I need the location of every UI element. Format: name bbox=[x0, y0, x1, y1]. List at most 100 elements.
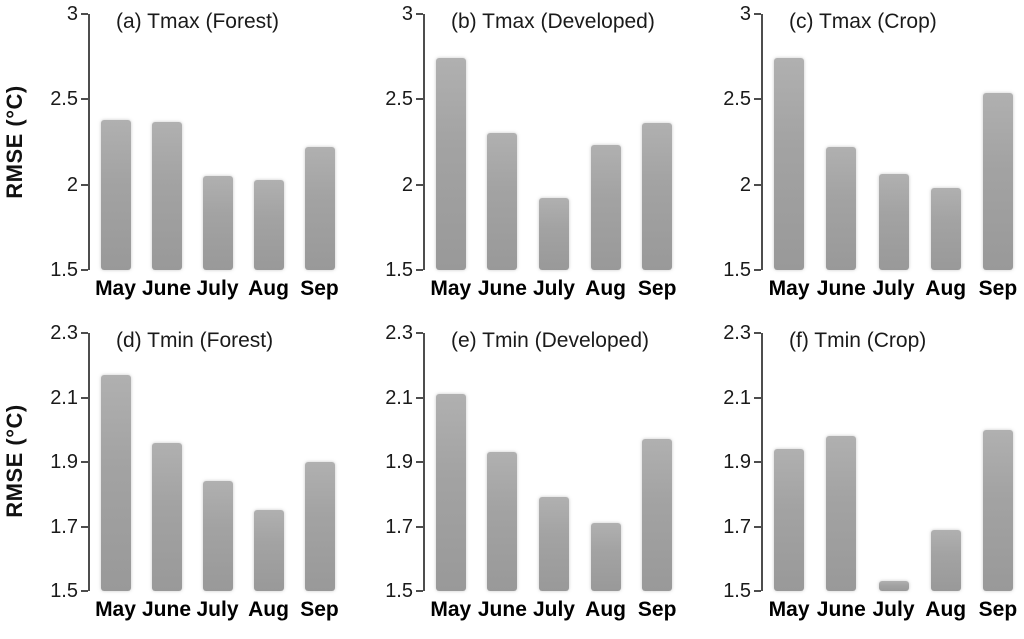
y-tick-mark bbox=[81, 269, 88, 271]
bar-slot-june bbox=[815, 14, 867, 270]
bar-aug bbox=[590, 145, 621, 270]
y-tick-label: 1.5 bbox=[385, 580, 413, 602]
y-axis-line bbox=[88, 333, 90, 591]
bar-sep bbox=[304, 462, 335, 591]
bar-july bbox=[538, 198, 569, 270]
x-axis-labels: May June July Aug Sep bbox=[90, 270, 345, 301]
bar-june bbox=[826, 147, 857, 270]
bar-slot-may bbox=[90, 14, 141, 270]
y-tick-label: 2.5 bbox=[385, 88, 413, 111]
y-tick-mark bbox=[754, 98, 761, 101]
plot-area: 2.3 2.1 1.9 1.7 1.5 (e) Tmin (Developed) bbox=[385, 323, 683, 601]
bar-may bbox=[435, 394, 466, 591]
y-tick-mark bbox=[416, 396, 423, 399]
x-tick-label-aug: Aug bbox=[585, 598, 626, 621]
bar-slot-may bbox=[763, 14, 815, 270]
bar-aug bbox=[590, 523, 621, 591]
plot-column: 3 2.5 2 1.5 (a) Tmax (Forest) May June July Aug S… bbox=[50, 4, 345, 319]
bar-slot-sep bbox=[631, 14, 683, 270]
y-tick-label: 2.5 bbox=[723, 88, 751, 111]
x-tick-label-may: May bbox=[95, 277, 136, 300]
bar-aug bbox=[930, 529, 961, 591]
x-tick-label-july: July bbox=[196, 598, 239, 621]
bar-slot-july bbox=[528, 14, 580, 270]
panel-title: (f) Tmin (Crop) bbox=[789, 329, 927, 352]
y-tick-label: 1.5 bbox=[50, 259, 78, 281]
bar-slot-sep bbox=[972, 333, 1024, 591]
y-tick-label: 2 bbox=[66, 173, 78, 196]
panel-title: (a) Tmax (Forest) bbox=[116, 10, 279, 33]
bar-slot-july bbox=[528, 333, 580, 591]
x-tick-label-july: July bbox=[872, 277, 915, 300]
plot-column: 2.3 2.1 1.9 1.7 1.5 (e) Tmin (Developed) May Ju… bbox=[385, 323, 683, 639]
x-tick-label-sep: Sep bbox=[978, 277, 1018, 300]
chart-panel-c: 3 2.5 2 1.5 (c) Tmax (Crop) May June July Aug Sep bbox=[683, 0, 1024, 319]
y-tick-mark bbox=[754, 269, 761, 271]
x-axis-labels: May June July Aug Sep bbox=[425, 591, 683, 622]
bar-slot-aug bbox=[580, 333, 632, 591]
y-tick-label: 1.7 bbox=[385, 515, 413, 538]
y-tick-mark bbox=[416, 13, 423, 15]
x-tick-label-july: July bbox=[532, 277, 575, 300]
chart-panel-f: 2.3 2.1 1.9 1.7 1.5 (f) Tmin (Crop) May June Jul… bbox=[683, 319, 1024, 639]
bar-sep bbox=[642, 123, 673, 270]
bar-sep bbox=[642, 439, 673, 591]
bar-slot-may bbox=[425, 14, 477, 270]
y-tick-label: 1.9 bbox=[50, 451, 78, 473]
y-axis-line bbox=[88, 14, 90, 270]
y-axis-label-column: RMSE (°C) bbox=[0, 333, 30, 639]
bar-slot-may bbox=[90, 333, 141, 591]
bar-june bbox=[487, 133, 518, 270]
x-tick-label-may: May bbox=[768, 598, 810, 621]
x-axis-labels: May June July Aug Sep bbox=[763, 591, 1024, 622]
bar-aug bbox=[253, 510, 284, 591]
y-tick-label: 1.9 bbox=[723, 451, 751, 473]
y-tick-mark bbox=[416, 461, 423, 463]
y-tick-label: 2 bbox=[739, 173, 751, 196]
plot-area: 2.3 2.1 1.9 1.7 1.5 (f) Tmin (Crop) bbox=[723, 323, 1024, 601]
bar-slot-aug bbox=[243, 333, 294, 591]
y-tick-label: 3 bbox=[66, 3, 78, 25]
y-tick-label: 1.7 bbox=[50, 515, 78, 538]
y-tick-mark bbox=[754, 461, 761, 463]
plot-column: 3 2.5 2 1.5 (b) Tmax (Developed) May June July A… bbox=[385, 4, 683, 319]
y-tick-mark bbox=[416, 269, 423, 271]
x-tick-label-sep: Sep bbox=[300, 277, 339, 300]
y-tick-mark bbox=[416, 590, 423, 592]
y-tick-mark bbox=[81, 183, 88, 186]
x-tick-label-june: June bbox=[477, 277, 527, 300]
y-tick-label: 1.5 bbox=[385, 259, 413, 281]
y-tick-label: 1.5 bbox=[723, 259, 751, 281]
y-tick-label: 2.3 bbox=[723, 322, 751, 344]
y-axis-line bbox=[423, 14, 425, 270]
x-tick-label-may: May bbox=[430, 277, 472, 300]
x-tick-label-aug: Aug bbox=[585, 277, 626, 300]
panel-title: (b) Tmax (Developed) bbox=[451, 10, 655, 33]
y-tick-mark bbox=[81, 332, 88, 334]
y-tick-label: 1.7 bbox=[723, 515, 751, 538]
y-axis-label: RMSE (°C) bbox=[2, 404, 27, 518]
y-tick-mark bbox=[81, 525, 88, 528]
x-tick-label-sep: Sep bbox=[637, 277, 677, 300]
panel-title: (e) Tmin (Developed) bbox=[451, 329, 650, 352]
x-tick-label-aug: Aug bbox=[925, 598, 967, 621]
y-tick-label: 1.5 bbox=[50, 580, 78, 602]
bar-slot-may bbox=[425, 333, 477, 591]
x-axis-labels: May June July Aug Sep bbox=[763, 270, 1024, 301]
y-tick-label: 2.3 bbox=[385, 322, 413, 344]
y-tick-mark bbox=[416, 98, 423, 101]
bar-may bbox=[774, 58, 805, 270]
y-tick-mark bbox=[81, 590, 88, 592]
bar-june bbox=[151, 442, 182, 591]
bar-sep bbox=[982, 92, 1013, 270]
bar-june bbox=[151, 121, 182, 270]
bar-may bbox=[774, 449, 805, 591]
x-tick-label-may: May bbox=[768, 277, 810, 300]
bar-series bbox=[425, 14, 683, 270]
x-tick-label-aug: Aug bbox=[925, 277, 967, 300]
y-tick-mark bbox=[81, 98, 88, 101]
y-tick-label: 2.3 bbox=[50, 322, 78, 344]
plot-column: 2.3 2.1 1.9 1.7 1.5 (f) Tmin (Crop) May June Jul… bbox=[723, 323, 1024, 639]
x-tick-label-may: May bbox=[430, 598, 472, 621]
x-tick-label-june: June bbox=[816, 277, 866, 300]
